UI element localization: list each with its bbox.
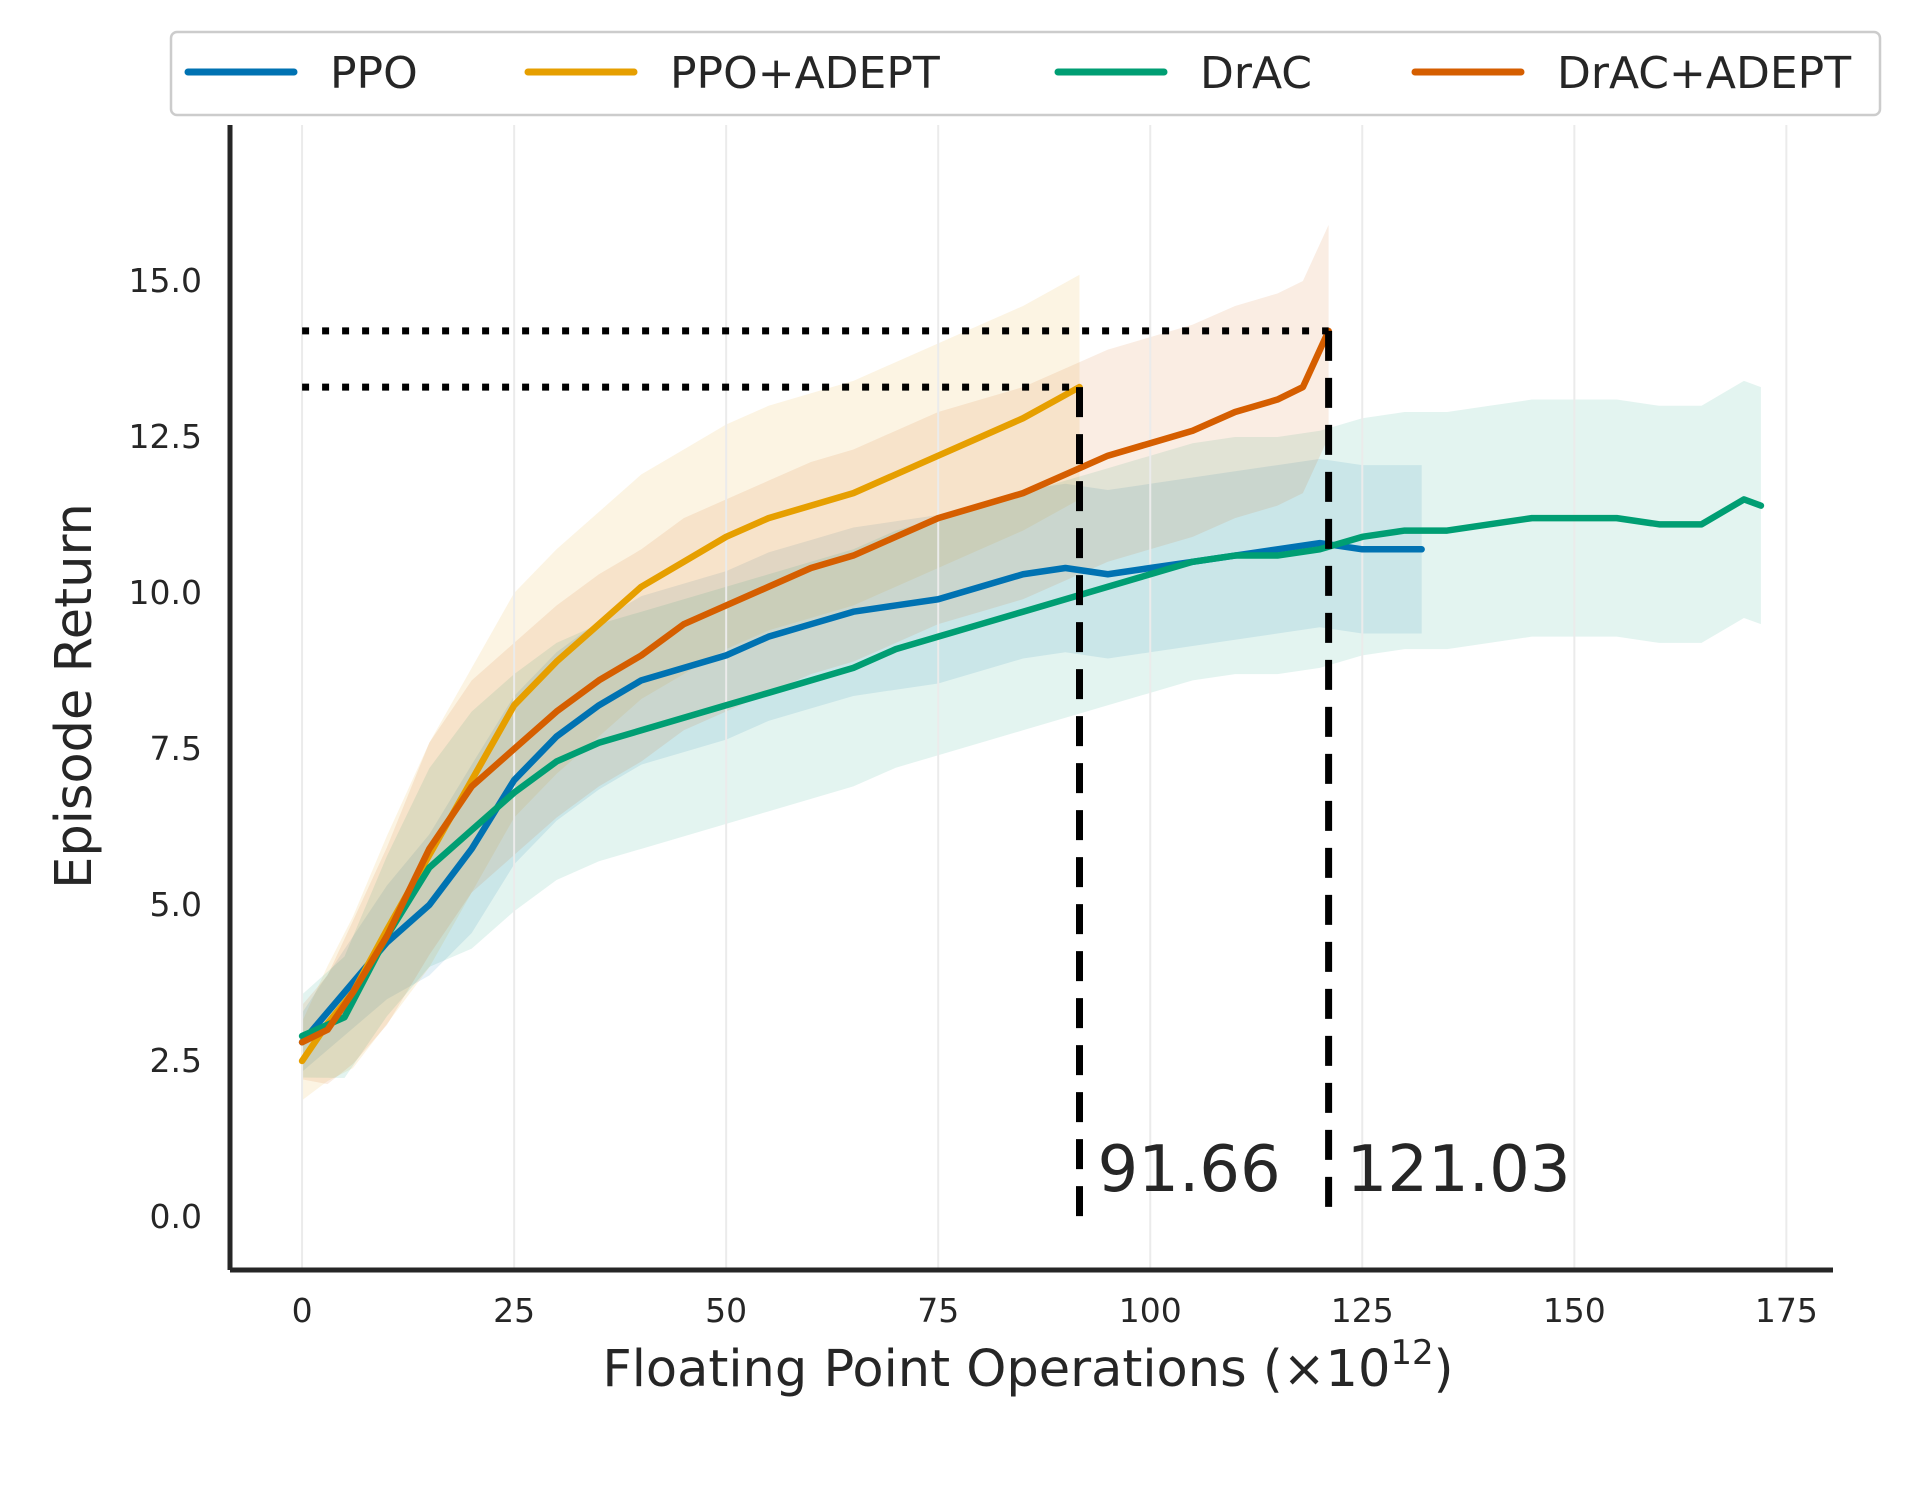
- tick-labels: 0 25 50 75 100 125 150 175 0.0 2.5 5.0 7.5 10.0 12.5 1…: [129, 261, 1818, 1330]
- x-tick-label-4: 100: [1119, 1291, 1182, 1330]
- legend-label-drac-adept: DrAC+ADEPT: [1557, 48, 1851, 99]
- annotation-labels: 91.66 121.03: [1098, 1133, 1571, 1207]
- annotation-label-0: 91.66: [1098, 1133, 1281, 1207]
- band-drac-adept: [302, 224, 1329, 1085]
- legend-label-ppo-adept: PPO+ADEPT: [670, 48, 940, 99]
- x-axis-title-close: ): [1434, 1340, 1454, 1399]
- band-drac: [302, 380, 1761, 1079]
- y-tick-label-6: 15.0: [129, 261, 202, 300]
- y-tick-label-2: 5.0: [150, 885, 202, 924]
- x-tick-label-1: 25: [493, 1291, 535, 1330]
- x-tick-label-5: 125: [1331, 1291, 1394, 1330]
- line-drac-adept: [298, 327, 1332, 1046]
- legend: PPO PPO+ADEPT DrAC DrAC+ADEPT: [169, 30, 1882, 117]
- confidence-bands: [302, 224, 1761, 1101]
- y-tick-label-0: 0.0: [150, 1197, 202, 1236]
- x-tick-label-6: 150: [1543, 1291, 1606, 1330]
- annotation-guides: [302, 327, 1333, 1217]
- y-tick-label-5: 12.5: [129, 417, 202, 456]
- x-tick-label-3: 75: [917, 1291, 959, 1330]
- y-tick-label-1: 2.5: [150, 1041, 202, 1080]
- legend-label-ppo: PPO: [330, 48, 418, 99]
- annotation-label-1: 121.03: [1347, 1133, 1571, 1207]
- y-tick-label-3: 7.5: [150, 729, 202, 768]
- x-axis-title: Floating Point Operations (×1012): [602, 1333, 1453, 1399]
- y-axis-title: Episode Return: [45, 503, 104, 889]
- legend-label-drac: DrAC: [1200, 48, 1312, 99]
- line-drac: [298, 496, 1765, 1040]
- x-tick-label-0: 0: [292, 1291, 313, 1330]
- axes: [227, 125, 1833, 1273]
- y-tick-label-4: 10.0: [129, 573, 202, 612]
- series-lines: [298, 327, 1765, 1065]
- x-axis-title-exponent: 12: [1390, 1333, 1433, 1373]
- legend-frame: [169, 30, 1882, 117]
- grid-lines: [301, 125, 1788, 1270]
- x-tick-label-7: 175: [1755, 1291, 1818, 1330]
- x-tick-label-2: 50: [705, 1291, 747, 1330]
- band-ppo: [302, 458, 1422, 1072]
